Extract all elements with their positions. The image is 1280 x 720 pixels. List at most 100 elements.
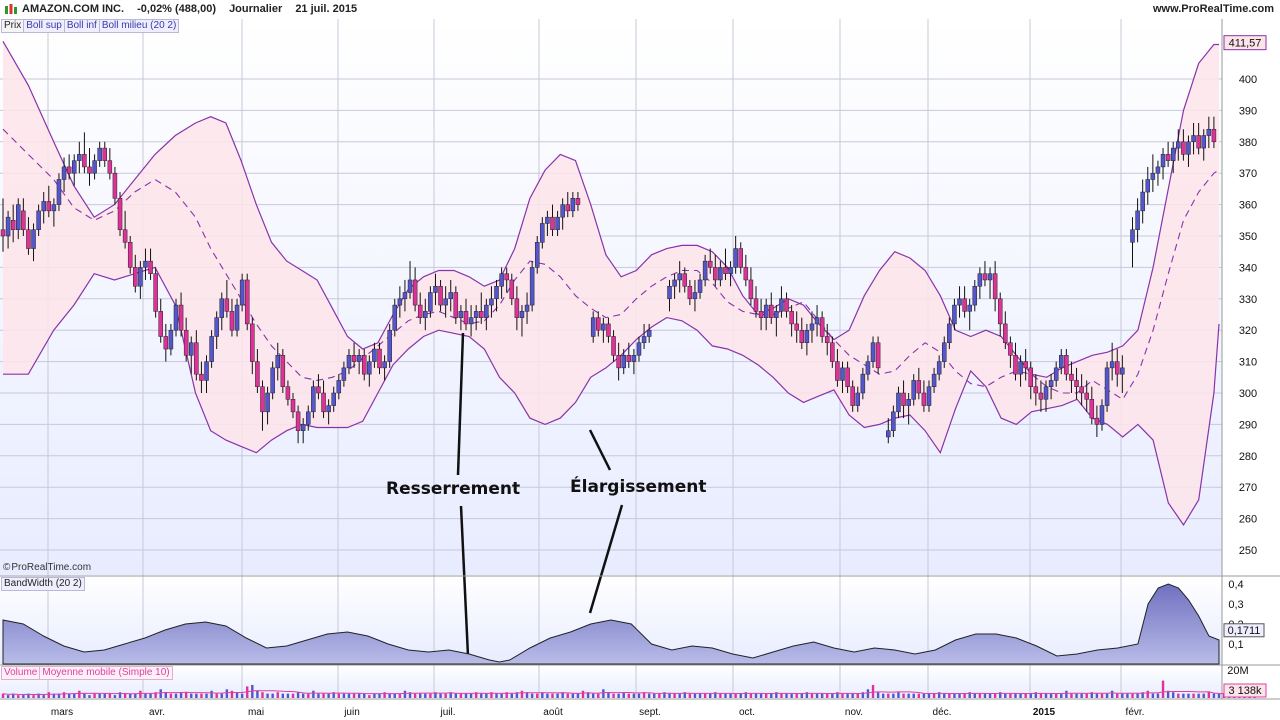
legend-moving-average[interactable]: Moyenne mobile (Simple 10) bbox=[39, 666, 173, 680]
candle-body bbox=[351, 355, 357, 362]
candle-body bbox=[1196, 135, 1201, 149]
x-tick-label: oct. bbox=[739, 707, 755, 718]
volume-bar bbox=[932, 693, 936, 698]
candle-body bbox=[494, 285, 499, 300]
candle-body bbox=[21, 210, 26, 230]
candle-body bbox=[361, 355, 367, 375]
volume-bar bbox=[235, 692, 239, 698]
candle-body bbox=[911, 380, 916, 400]
volume-bar bbox=[993, 693, 997, 698]
candle-body bbox=[1120, 367, 1125, 375]
candle-body bbox=[845, 367, 850, 387]
volume-bar bbox=[1166, 690, 1170, 698]
volume-bar bbox=[1121, 693, 1124, 698]
volume-bar bbox=[240, 693, 244, 698]
volume-bar bbox=[383, 692, 386, 698]
volume-bar bbox=[169, 693, 173, 698]
candle-body bbox=[1033, 386, 1039, 394]
candle-body bbox=[1038, 392, 1044, 400]
volume-bar bbox=[113, 695, 117, 698]
legend-volume[interactable]: Volume bbox=[1, 666, 41, 680]
candle-body bbox=[774, 311, 779, 318]
volume-bar bbox=[1146, 690, 1149, 698]
volume-last-box bbox=[1223, 683, 1267, 698]
volume-bar bbox=[332, 692, 335, 698]
volume-bar bbox=[866, 689, 870, 698]
candle-body bbox=[387, 329, 392, 362]
volume-bar bbox=[749, 693, 753, 698]
candle-body bbox=[733, 248, 738, 268]
candle-body bbox=[463, 311, 469, 325]
volume-bar bbox=[256, 690, 259, 698]
volume-bar bbox=[576, 693, 580, 698]
y-tick-label: 400 bbox=[1239, 74, 1257, 86]
candle-body bbox=[835, 361, 840, 381]
candle-body bbox=[896, 392, 901, 413]
legend-prix[interactable]: Prix bbox=[1, 19, 25, 33]
volume-bar bbox=[317, 693, 320, 698]
candle-body bbox=[372, 348, 377, 362]
volume-bar bbox=[301, 693, 305, 698]
x-tick-label: mai bbox=[248, 707, 264, 718]
volume-bar bbox=[474, 692, 478, 698]
volume-bar bbox=[505, 692, 508, 698]
y-tick-label: 340 bbox=[1239, 262, 1257, 274]
bandwidth-area bbox=[2, 583, 1220, 665]
candle-body bbox=[748, 279, 754, 300]
x-tick-label: 2015 bbox=[1033, 707, 1056, 718]
bandwidth-legend[interactable]: BandWidth (20 2) bbox=[1, 577, 85, 591]
chart-title: AMAZON.COM INC. -0,02% (488,00) Journali… bbox=[22, 3, 367, 15]
candle-body bbox=[916, 380, 922, 394]
candle-body bbox=[860, 373, 866, 394]
candle-body bbox=[992, 273, 998, 300]
volume-bar bbox=[1116, 693, 1119, 698]
candle-body bbox=[61, 166, 67, 180]
candle-body bbox=[453, 292, 459, 318]
volume-bar bbox=[1095, 693, 1099, 698]
volume-bar bbox=[1217, 693, 1221, 698]
site-url[interactable]: www.ProRealTime.com bbox=[1152, 3, 1274, 15]
volume-bar bbox=[266, 693, 269, 698]
volume-bar bbox=[322, 693, 325, 698]
legend-boll-inf[interactable]: Boll inf bbox=[63, 19, 100, 33]
volume-bar bbox=[647, 693, 651, 698]
legend-boll-milieu[interactable]: Boll milieu (20 2) bbox=[98, 19, 180, 33]
candle-body bbox=[26, 229, 31, 249]
volume-bar bbox=[1, 693, 5, 698]
volume-bar bbox=[388, 693, 391, 698]
volume-bar bbox=[897, 692, 900, 698]
volume-bar bbox=[912, 693, 915, 698]
candle-body bbox=[1094, 417, 1100, 425]
legend-boll-sup[interactable]: Boll sup bbox=[23, 19, 65, 33]
candle-body bbox=[82, 154, 87, 168]
bw-tick-label: 0,4 bbox=[1228, 579, 1243, 591]
bw-tick-label: 0,3 bbox=[1228, 599, 1243, 611]
candle-body bbox=[189, 342, 194, 356]
volume-bar bbox=[764, 693, 768, 698]
bw-last-box bbox=[1223, 623, 1265, 638]
volume-bar bbox=[622, 692, 625, 698]
candle-body bbox=[51, 204, 57, 212]
volume-bar bbox=[1024, 693, 1027, 698]
volume-bar bbox=[627, 693, 631, 698]
period: Journalier bbox=[229, 3, 283, 15]
candle-body bbox=[133, 267, 138, 287]
candle-body bbox=[514, 298, 520, 318]
volume-bar bbox=[1207, 692, 1211, 698]
candle-body bbox=[239, 279, 245, 306]
volume-bar bbox=[536, 693, 539, 698]
volume-bar bbox=[1192, 693, 1195, 698]
volume-bar bbox=[1065, 690, 1068, 698]
candle-body bbox=[77, 154, 82, 161]
volume-bar bbox=[342, 693, 346, 698]
candle-body bbox=[794, 323, 799, 331]
candle-body bbox=[504, 273, 509, 281]
volume-bar bbox=[846, 693, 849, 698]
bw-tick-label: 0,1 bbox=[1228, 639, 1243, 651]
y-tick-label: 270 bbox=[1239, 482, 1257, 494]
volume-bar bbox=[607, 692, 610, 698]
y-tick-label: 310 bbox=[1239, 357, 1257, 369]
volume-bar bbox=[164, 692, 168, 698]
volume-bar bbox=[1197, 693, 1200, 698]
volume-bar bbox=[770, 693, 773, 698]
